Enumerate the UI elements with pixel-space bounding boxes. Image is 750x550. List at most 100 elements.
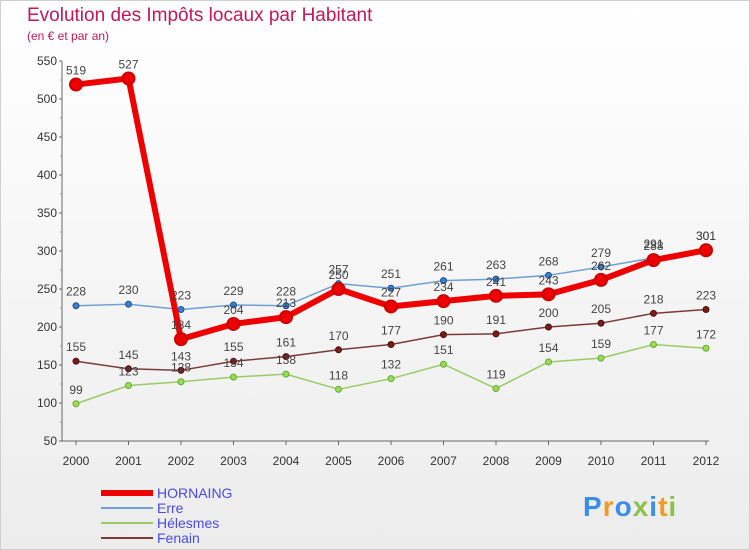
data-point-hornaing <box>489 288 503 303</box>
data-label-fenain: 191 <box>486 313 506 327</box>
data-point-erre <box>597 263 605 271</box>
data-label-fenain: 145 <box>118 348 138 362</box>
data-label-hlesmes: 132 <box>381 358 401 372</box>
logo-letter: i <box>649 491 659 522</box>
data-point-hlesmes <box>650 340 657 348</box>
data-label-erre: 268 <box>538 254 558 268</box>
data-label-fenain: 143 <box>171 349 191 363</box>
data-label-erre: 263 <box>486 258 506 272</box>
data-label-hornaing: 227 <box>381 285 401 299</box>
data-point-erre <box>125 300 132 308</box>
data-label-hornaing: 243 <box>538 273 558 287</box>
data-label-fenain: 223 <box>696 289 716 303</box>
data-label-hlesmes: 119 <box>486 368 505 382</box>
data-point-hornaing <box>226 316 241 331</box>
data-point-erre <box>440 277 447 285</box>
legend-swatch <box>101 507 153 509</box>
legend-swatch <box>101 537 153 539</box>
data-point-hornaing <box>121 71 136 86</box>
data-point-fenain <box>702 306 710 314</box>
logo-letter: r <box>602 491 615 522</box>
legend-item-hornaing: HORNAING <box>101 485 361 501</box>
logo-letter: o <box>614 491 633 522</box>
data-label-fenain: 170 <box>328 329 348 343</box>
data-point-hornaing <box>384 299 398 314</box>
data-label-hornaing: 262 <box>591 259 611 273</box>
logo-letter: i <box>668 491 678 522</box>
data-label-fenain: 155 <box>66 340 86 354</box>
data-point-fenain <box>282 353 290 361</box>
data-label-hlesmes: 118 <box>329 368 348 382</box>
x-tick-label: 2010 <box>588 454 615 468</box>
logo-letter: P <box>583 491 603 522</box>
data-label-hornaing: 234 <box>433 280 453 294</box>
data-point-erre <box>177 306 185 314</box>
data-point-erre <box>387 284 395 292</box>
data-label-hlesmes: 99 <box>69 383 83 397</box>
data-point-fenain <box>440 331 447 339</box>
y-tick-label: 250 <box>37 282 57 296</box>
data-label-fenain: 177 <box>381 323 401 337</box>
data-point-fenain <box>335 346 342 354</box>
y-tick-label: 350 <box>37 206 57 220</box>
legend-item-erre: Erre <box>101 500 361 516</box>
data-point-hlesmes <box>177 378 185 386</box>
chart-title: Evolution des Impôts locaux par Habitant <box>27 5 373 26</box>
x-tick-label: 2006 <box>378 454 405 468</box>
data-point-hlesmes <box>387 375 395 383</box>
data-label-erre: 279 <box>591 246 611 260</box>
y-tick-label: 200 <box>37 320 57 334</box>
x-tick-label: 2007 <box>430 454 457 468</box>
data-point-hornaing <box>594 272 608 287</box>
data-point-fenain <box>177 366 185 374</box>
data-point-hlesmes <box>492 385 500 393</box>
data-label-fenain: 218 <box>643 292 663 306</box>
chart-subtitle: (en € et par an) <box>27 29 110 43</box>
data-label-hlesmes: 154 <box>538 341 558 355</box>
data-point-fenain <box>650 309 657 317</box>
data-label-erre: 251 <box>381 267 401 281</box>
data-label-hornaing: 184 <box>171 318 191 332</box>
x-tick-label: 2012 <box>693 454 720 468</box>
data-point-hlesmes <box>125 382 132 390</box>
y-tick-label: 500 <box>37 92 57 106</box>
data-point-hlesmes <box>545 358 552 366</box>
data-label-hornaing: 250 <box>328 268 348 282</box>
data-label-hlesmes: 134 <box>223 356 243 370</box>
data-point-hlesmes <box>72 400 80 408</box>
data-point-fenain <box>125 365 132 373</box>
data-point-erre <box>72 302 80 310</box>
data-label-erre: 291 <box>643 237 663 251</box>
data-point-hornaing <box>69 77 83 92</box>
data-label-hornaing: 301 <box>696 229 716 243</box>
y-tick-label: 150 <box>37 358 57 372</box>
data-label-hlesmes: 177 <box>643 323 663 337</box>
data-label-hlesmes: 159 <box>591 337 611 351</box>
data-label-fenain: 200 <box>538 306 558 320</box>
data-label-fenain: 155 <box>223 340 243 354</box>
data-point-hornaing <box>331 282 346 296</box>
data-label-hornaing: 527 <box>118 57 138 71</box>
data-point-hornaing <box>436 294 451 309</box>
data-point-hlesmes <box>440 360 447 368</box>
y-tick-label: 400 <box>37 168 57 182</box>
data-label-hornaing: 213 <box>276 296 296 310</box>
data-point-erre <box>545 271 552 279</box>
data-label-hornaing: 519 <box>66 64 86 78</box>
logo-letter: x <box>632 491 650 522</box>
data-point-hornaing <box>541 287 556 302</box>
y-tick-label: 100 <box>37 396 57 410</box>
data-point-fenain <box>545 323 552 331</box>
x-tick-label: 2000 <box>63 454 90 468</box>
data-point-fenain <box>230 357 237 365</box>
data-label-erre: 230 <box>118 283 138 297</box>
data-label-erre: 301 <box>696 229 716 243</box>
x-tick-label: 2001 <box>115 454 142 468</box>
data-label-fenain: 161 <box>276 336 296 350</box>
legend: HORNAING Erre Hélesmes Fenain <box>101 485 361 546</box>
y-tick-label: 450 <box>37 130 57 144</box>
data-label-fenain: 205 <box>591 302 611 316</box>
data-label-erre: 228 <box>276 285 296 299</box>
data-point-hlesmes <box>335 385 342 393</box>
